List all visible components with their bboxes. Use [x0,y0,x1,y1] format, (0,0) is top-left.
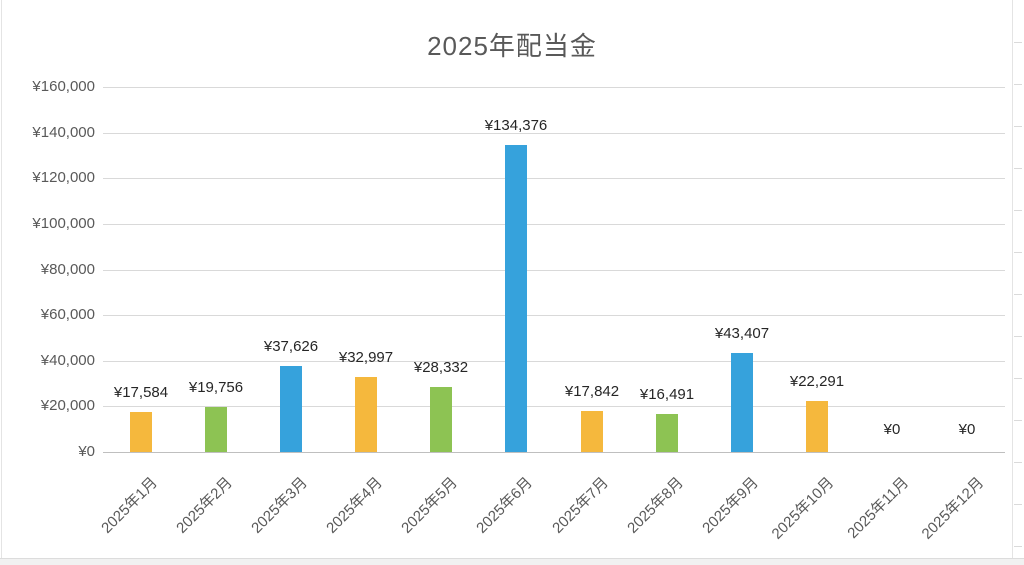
bar-value-label-month-10: ¥22,291 [789,373,845,390]
chart-title: 2025年配当金 [427,31,597,61]
y-axis-tick-label: ¥120,000 [32,169,95,186]
right-edge-tick [1014,252,1022,253]
gridline [103,270,1005,271]
bar-value-label-month-4: ¥32,997 [338,349,394,366]
bar-month-7 [581,411,603,452]
right-edge-tick [1014,294,1022,295]
right-edge-tick [1014,84,1022,85]
right-edge-tick [1014,210,1022,211]
gridline [103,178,1005,179]
bar-value-label-month-11: ¥0 [883,421,901,438]
gridline [103,361,1005,362]
bar-value-label-month-1: ¥17,584 [113,384,169,401]
gridline [103,406,1005,407]
bar-month-1 [130,412,152,452]
y-axis-tick-label: ¥80,000 [40,261,95,278]
x-axis-label-month-10: 2025年10月 [768,474,838,543]
bar-month-6 [505,145,527,452]
gridline [103,87,1005,88]
right-edge-tick [1014,42,1022,43]
bar-value-label-month-12: ¥0 [958,421,976,438]
bar-value-label-month-3: ¥37,626 [263,338,319,355]
x-axis-label-month-4: 2025年4月 [323,474,387,537]
x-axis-label-month-2: 2025年2月 [173,474,237,537]
bar-month-9 [731,353,753,452]
right-edge-tick [1014,504,1022,505]
x-axis-label-month-1: 2025年1月 [98,474,162,537]
right-edge-tick [1014,336,1022,337]
right-edge-tick [1014,546,1022,547]
x-axis-label-month-9: 2025年9月 [699,474,763,537]
bar-value-label-month-7: ¥17,842 [564,383,620,400]
x-axis-label-month-6: 2025年6月 [473,474,537,537]
gridline [103,315,1005,316]
x-axis-label-month-12: 2025年12月 [918,474,988,543]
x-axis-label-month-7: 2025年7月 [549,474,613,537]
right-edge-tick [1014,378,1022,379]
gridline [103,133,1005,134]
x-axis-label-month-8: 2025年8月 [624,474,688,537]
bar-value-label-month-6: ¥134,376 [484,117,548,134]
y-axis-tick-label: ¥160,000 [32,78,95,95]
x-axis-line [103,452,1005,453]
x-axis-label-month-3: 2025年3月 [248,474,312,537]
right-edge-tick [1014,420,1022,421]
bar-month-2 [205,407,227,452]
y-axis-tick-label: ¥140,000 [32,124,95,141]
bar-month-5 [430,387,452,452]
y-axis-tick-label: ¥60,000 [40,306,95,323]
bar-month-3 [280,366,302,452]
right-frame-line [1012,0,1013,565]
bar-value-label-month-2: ¥19,756 [188,379,244,396]
x-axis-label-month-11: 2025年11月 [844,474,913,542]
bar-month-4 [355,377,377,452]
bar-month-8 [656,414,678,452]
bar-month-10 [806,401,828,452]
right-edge-tick [1014,126,1022,127]
y-axis-tick-label: ¥20,000 [40,397,95,414]
bar-value-label-month-8: ¥16,491 [639,386,695,403]
right-edge-tick [1014,168,1022,169]
y-axis-tick-label: ¥40,000 [40,352,95,369]
x-axis-label-month-5: 2025年5月 [398,474,462,537]
bar-value-label-month-5: ¥28,332 [413,359,469,376]
bottom-strip [0,558,1024,565]
right-edge-tick [1014,462,1022,463]
y-axis-tick-label: ¥0 [78,443,95,460]
y-axis-tick-label: ¥100,000 [32,215,95,232]
gridline [103,224,1005,225]
left-frame-line [1,0,2,565]
bar-value-label-month-9: ¥43,407 [714,325,770,342]
